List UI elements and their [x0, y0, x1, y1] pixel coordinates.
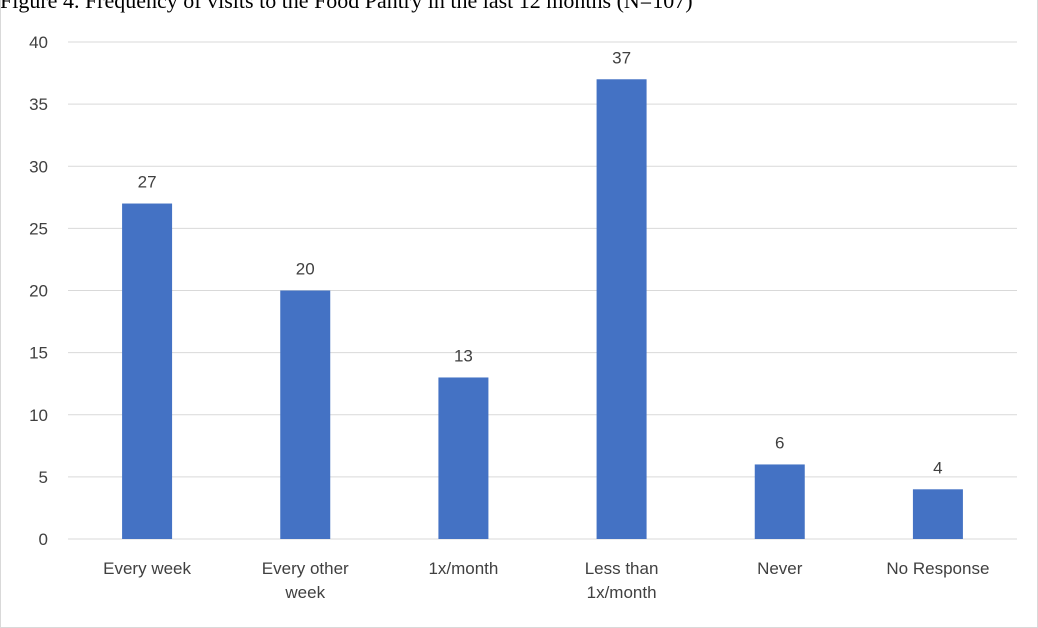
data-label-4: 6	[775, 433, 784, 452]
category-label-3-line-1: 1x/month	[587, 583, 657, 602]
y-tick-label-10: 10	[29, 406, 48, 425]
y-tick-label-40: 40	[29, 33, 48, 52]
data-label-1: 20	[296, 260, 315, 279]
category-label-2-line-0: 1x/month	[428, 559, 498, 578]
y-tick-label-5: 5	[39, 468, 48, 487]
category-label-4-line-0: Never	[757, 559, 803, 578]
gridlines	[68, 41, 1017, 540]
y-tick-label-25: 25	[29, 219, 48, 238]
y-axis-tick-labels: 0 5 10 15 20 25 30 35 40	[29, 33, 48, 549]
y-tick-label-15: 15	[29, 344, 48, 363]
data-labels: 27 20 13 37 6 4	[138, 48, 943, 477]
bar-3	[596, 79, 647, 540]
y-tick-label-30: 30	[29, 157, 48, 176]
bar-0	[122, 203, 173, 539]
y-tick-label-20: 20	[29, 282, 48, 301]
category-label-1-line-1: week	[284, 583, 325, 602]
data-label-2: 13	[454, 346, 473, 365]
bar-2	[438, 377, 489, 539]
category-label-5-line-0: No Response	[886, 559, 989, 578]
category-label-1-line-0: Every other	[262, 559, 349, 578]
bar-1	[280, 290, 331, 539]
data-label-0: 27	[138, 173, 157, 192]
category-label-0-line-0: Every week	[103, 559, 191, 578]
figure-caption: Figure 4. Frequency of visits to the Foo…	[0, 0, 693, 13]
y-tick-label-0: 0	[39, 530, 48, 549]
bars	[122, 79, 963, 540]
bar-4	[754, 464, 805, 539]
y-tick-label-35: 35	[29, 95, 48, 114]
data-label-5: 4	[933, 458, 942, 477]
category-label-3-line-0: Less than	[585, 559, 659, 578]
data-label-3: 37	[612, 48, 631, 67]
bar-5	[912, 489, 963, 539]
x-axis-category-labels: Every week Every other week 1x/month Less th…	[103, 559, 989, 602]
